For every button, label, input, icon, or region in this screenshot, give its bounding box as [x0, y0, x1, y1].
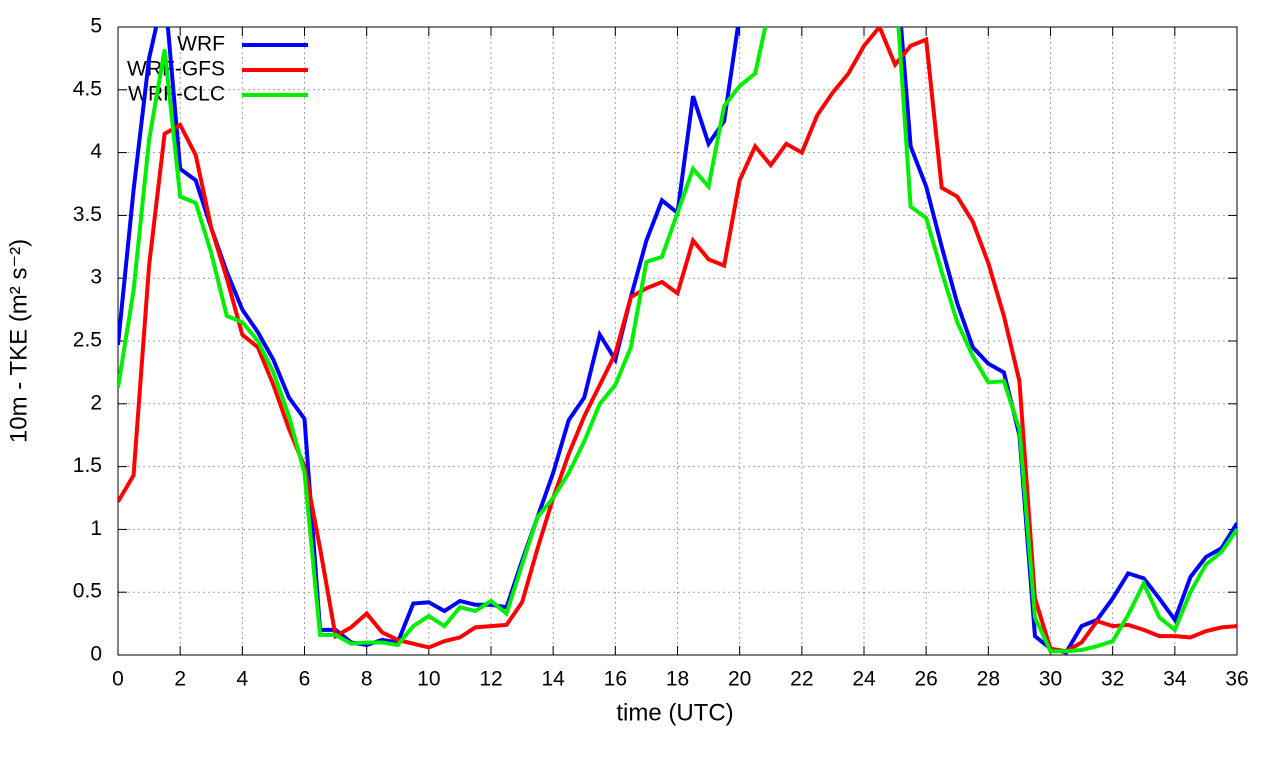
legend-label: WRF-GFS	[127, 58, 225, 81]
y-tick-label: 1	[90, 517, 102, 540]
y-axis-label: 10m - TKE (m² s⁻²)	[5, 239, 32, 443]
x-tick-label: 6	[299, 668, 311, 691]
x-tick-label: 8	[361, 668, 373, 691]
x-tick-label: 4	[236, 668, 248, 691]
y-tick-label: 3.5	[73, 203, 102, 226]
x-axis-label: time (UTC)	[616, 699, 733, 726]
x-tick-label: 12	[479, 668, 502, 691]
x-tick-label: 10	[417, 668, 440, 691]
y-tick-label: 1.5	[73, 454, 102, 477]
x-tick-label: 0	[112, 668, 124, 691]
x-tick-label: 20	[728, 668, 751, 691]
x-tick-label: 18	[666, 668, 689, 691]
x-tick-label: 24	[852, 668, 876, 691]
x-tick-label: 28	[977, 668, 1000, 691]
y-tick-label: 4.5	[73, 77, 102, 100]
legend-label: WRF	[177, 33, 225, 56]
x-tick-label: 22	[790, 668, 813, 691]
y-tick-label: 4	[90, 140, 102, 163]
x-tick-label: 26	[914, 668, 937, 691]
x-tick-label: 2	[174, 668, 186, 691]
x-tick-label: 30	[1039, 668, 1062, 691]
y-tick-label: 2	[90, 391, 102, 414]
y-tick-label: 5	[90, 15, 102, 38]
y-tick-label: 0.5	[73, 580, 102, 603]
x-tick-label: 32	[1101, 668, 1124, 691]
y-tick-label: 3	[90, 266, 102, 289]
plot-area	[118, 27, 1237, 655]
y-tick-label: 2.5	[73, 329, 102, 352]
legend-label: WRF-CLC	[128, 83, 225, 106]
x-tick-label: 14	[541, 668, 565, 691]
x-tick-label: 16	[604, 668, 627, 691]
y-tick-label: 0	[90, 643, 102, 666]
x-tick-label: 34	[1163, 668, 1187, 691]
series-line	[118, 27, 1237, 654]
x-tick-label: 36	[1225, 668, 1248, 691]
